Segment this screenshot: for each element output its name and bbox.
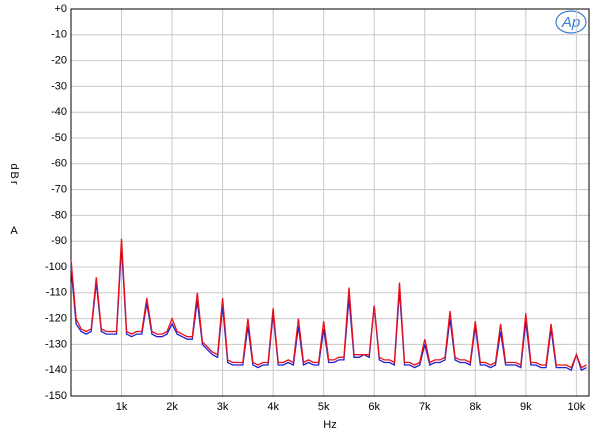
y-tick-label: -140 — [45, 364, 67, 376]
logo-ring — [555, 10, 587, 34]
logo: Ap — [561, 14, 580, 31]
spectrum-line — [70, 238, 587, 369]
y-tick-label: -30 — [51, 80, 67, 92]
y-tick-label: -40 — [51, 106, 67, 118]
y-tick-label: -100 — [45, 261, 67, 273]
y-tick-label: -110 — [46, 287, 67, 299]
x-tick-label: 8k — [469, 401, 481, 413]
x-tick-label: 2k — [166, 401, 178, 413]
x-tick-label: 1k — [116, 401, 128, 413]
x-tick-label: 3k — [217, 401, 229, 413]
x-tick-label: 5k — [318, 401, 330, 413]
x-axis-label: Hz — [323, 419, 336, 431]
y-axis-label: dBr — [8, 163, 20, 186]
x-tick-label: 9k — [520, 401, 532, 413]
y-tick-label: -120 — [45, 313, 67, 325]
y-tick-label: +0 — [54, 3, 67, 15]
spectrum-line — [70, 246, 587, 372]
x-tick-label: 10k — [567, 401, 585, 413]
y-tick-label: -60 — [51, 158, 67, 170]
y-tick-label: -150 — [45, 390, 67, 402]
x-tick-label: 7k — [419, 401, 431, 413]
y-tick-label: -70 — [51, 184, 67, 196]
y-tick-label: -50 — [51, 132, 67, 144]
y-tick-label: -130 — [45, 338, 67, 350]
y-tick-label: -90 — [51, 235, 67, 247]
x-tick-label: 6k — [368, 401, 380, 413]
y-tick-label: -80 — [51, 209, 67, 221]
x-tick-label: 4k — [267, 401, 279, 413]
y-tick-label: -10 — [51, 29, 67, 41]
y-axis-unit: A — [10, 225, 18, 237]
plot-frame — [70, 8, 590, 397]
y-tick-label: -20 — [51, 55, 67, 67]
